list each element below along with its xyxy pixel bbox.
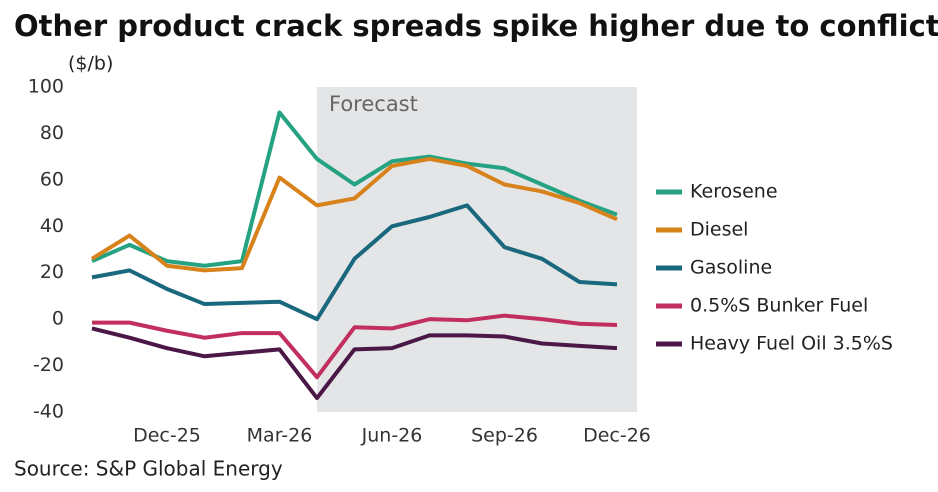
series-line <box>91 326 618 401</box>
x-tick-label: Sep-26 <box>471 425 538 447</box>
y-axis-label: ($/b) <box>68 53 113 75</box>
series-line <box>91 203 618 322</box>
y-tick-label: 100 <box>28 76 64 98</box>
series-line <box>91 110 618 268</box>
y-tick-label: -40 <box>33 401 64 423</box>
chart-title: Other product crack spreads spike higher… <box>14 9 938 43</box>
forecast-region <box>317 87 637 412</box>
x-tick-label: Mar-26 <box>247 425 313 447</box>
y-tick-label: 60 <box>40 168 64 190</box>
x-tick-label: Jun-26 <box>361 425 423 447</box>
y-tick-label: 20 <box>40 261 64 283</box>
legend-label: 0.5%S Bunker Fuel <box>690 295 868 317</box>
x-tick-label: Dec-25 <box>133 425 201 447</box>
y-tick-label: 80 <box>40 122 64 144</box>
legend-label: Gasoline <box>690 257 772 279</box>
y-tick-label: -20 <box>33 354 64 376</box>
legend-label: Kerosene <box>690 181 778 203</box>
source: Source: S&P Global Energy <box>14 457 283 481</box>
y-tick-label: 0 <box>52 308 64 330</box>
x-tick-label: Dec-26 <box>583 425 651 447</box>
legend-label: Heavy Fuel Oil 3.5%S <box>690 333 893 355</box>
forecast-label: Forecast <box>329 92 418 116</box>
legend-label: Diesel <box>690 219 748 241</box>
series-line <box>92 313 618 380</box>
series-line <box>90 156 618 273</box>
y-tick-label: 40 <box>40 215 64 237</box>
